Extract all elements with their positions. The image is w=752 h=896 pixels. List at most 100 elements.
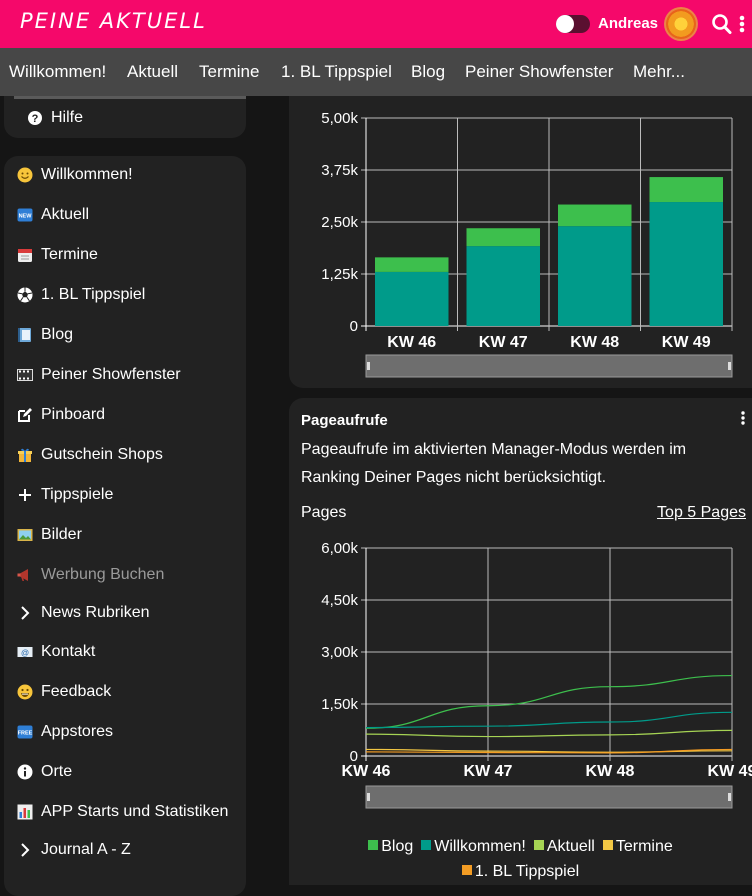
- nav-item-aktuell[interactable]: Aktuell: [127, 62, 179, 81]
- manager-mode-toggle[interactable]: [556, 15, 590, 33]
- nav-item-showfenster[interactable]: Peiner Showfenster: [465, 62, 614, 81]
- nav-item-blog[interactable]: Blog: [411, 62, 446, 81]
- svg-text:NEW: NEW: [19, 214, 33, 220]
- sidebar-item-label: Werbung Buchen: [41, 566, 165, 583]
- megaphone-icon: [16, 566, 34, 584]
- sidebar-item-aktuell[interactable]: NEW Aktuell: [16, 206, 89, 224]
- help-icon: ?: [26, 109, 44, 127]
- sidebar-item-journal[interactable]: Journal A - Z: [16, 841, 131, 859]
- soccer-ball-icon: [16, 286, 34, 304]
- card-description: Pageaufrufe im aktivierten Manager-Modus…: [301, 441, 687, 486]
- legend-label: Willkommen!: [434, 838, 526, 855]
- pages-label: Pages: [301, 504, 347, 521]
- nav-item-termine[interactable]: Termine: [199, 62, 260, 81]
- sidebar-item-bilder[interactable]: Bilder: [16, 526, 82, 544]
- pageaufrufe-card: Pageaufrufe Pageaufrufe im aktivierten M…: [289, 398, 752, 885]
- line-chart: 0 1,50k 3,00k 4,50k 6,00k KW 46 KW 47 KW 48 KW 4…: [321, 540, 752, 809]
- grin-icon: [16, 683, 34, 701]
- sidebar-item-termine[interactable]: Termine: [16, 246, 98, 264]
- legend-swatch: [461, 865, 472, 875]
- legend-item[interactable]: Termine: [602, 834, 673, 859]
- series-line: [365, 674, 733, 729]
- y-tick-label: 6,00k: [321, 540, 358, 557]
- sidebar-item-label: Feedback: [41, 683, 112, 700]
- sidebar-item-label: Blog: [41, 326, 74, 343]
- sidebar-item-appstores[interactable]: FREE Appstores: [16, 723, 113, 741]
- sidebar-item-tippspiel[interactable]: 1. BL Tippspiel: [16, 286, 145, 304]
- bar-chart: 0 1,25k 2,50k 3,75k 5,00k KW 46 KW 47 KW 48 KW 4…: [321, 110, 733, 378]
- sidebar-item-statistiken[interactable]: APP Starts und Statistiken: [16, 803, 228, 821]
- sidebar-item-help[interactable]: ? Hilfe: [26, 109, 83, 127]
- sidebar-help-panel: ? Hilfe: [4, 96, 246, 138]
- sidebar-item-label: Willkommen!: [41, 166, 133, 183]
- legend-label: Termine: [615, 838, 673, 855]
- y-tick-label: 1,25k: [321, 266, 358, 283]
- x-tick-label: KW 48: [570, 334, 619, 351]
- y-tick-label: 0: [350, 748, 358, 765]
- sidebar-item-werbung[interactable]: Werbung Buchen: [16, 566, 164, 584]
- sidebar-item-label: Orte: [41, 763, 73, 780]
- legend-item[interactable]: Willkommen!: [421, 834, 526, 859]
- scrollbar-handle-left: [367, 362, 370, 370]
- edit-icon: [16, 406, 34, 424]
- top5-pages-link[interactable]: Top 5 Pages: [657, 504, 746, 521]
- nav-item-willkommen[interactable]: Willkommen!: [9, 62, 107, 81]
- more-vertical-icon[interactable]: [737, 12, 747, 36]
- chevron-right-icon: [16, 604, 34, 622]
- gift-icon: [16, 446, 34, 464]
- sidebar-menu: Willkommen! NEW Aktuell Termine 1. BL Ti…: [4, 156, 246, 896]
- sidebar-item-gutschein[interactable]: Gutschein Shops: [16, 446, 163, 464]
- notebook-icon: [16, 326, 34, 344]
- toggle-knob: [556, 15, 574, 33]
- plus-icon: [16, 486, 34, 504]
- sidebar-item-pinboard[interactable]: Pinboard: [16, 406, 105, 424]
- series-line: [365, 748, 733, 754]
- svg-text:FREE: FREE: [18, 731, 33, 737]
- more-vertical-icon[interactable]: [740, 410, 746, 431]
- legend-label: 1. BL Tippspiel: [474, 863, 580, 880]
- email-icon: @: [16, 643, 34, 661]
- sidebar-item-showfenster[interactable]: Peiner Showfenster: [16, 366, 181, 384]
- nav-item-tippspiel[interactable]: 1. BL Tippspiel: [281, 62, 392, 81]
- sidebar-item-news-rubriken[interactable]: News Rubriken: [16, 604, 149, 622]
- legend-label: Blog: [381, 838, 414, 855]
- brand-title[interactable]: PEINE AKTUELL: [20, 9, 207, 33]
- sidebar-item-orte[interactable]: Orte: [16, 763, 72, 781]
- scrollbar-handle-right: [728, 793, 731, 801]
- sidebar-item-willkommen[interactable]: Willkommen!: [16, 166, 133, 184]
- legend-item[interactable]: Blog: [368, 834, 413, 859]
- y-tick-label: 0: [350, 318, 358, 335]
- y-tick-label: 1,50k: [321, 696, 358, 713]
- sidebar-item-kontakt[interactable]: @ Kontakt: [16, 643, 95, 661]
- user-name[interactable]: Andreas: [598, 15, 659, 32]
- info-icon: [16, 763, 34, 781]
- legend-item[interactable]: Aktuell: [533, 834, 595, 859]
- sidebar-item-feedback[interactable]: Feedback: [16, 683, 111, 701]
- nav-item-mehr[interactable]: Mehr...: [633, 62, 685, 81]
- bar-chart-icon: [16, 803, 34, 821]
- y-tick-label: 5,00k: [321, 110, 358, 127]
- picture-icon: [16, 526, 34, 544]
- y-tick-label: 2,50k: [321, 214, 358, 231]
- scrollbar-track[interactable]: [365, 354, 733, 378]
- bar-segment: [558, 226, 632, 326]
- legend-item[interactable]: 1. BL Tippspiel: [461, 859, 580, 884]
- sidebar-item-blog[interactable]: Blog: [16, 326, 73, 344]
- legend-swatch: [368, 840, 379, 850]
- chart-legend: Blog Willkommen! Aktuell Termine 1. BL Tipps…: [289, 834, 752, 884]
- x-tick-label: KW 47: [464, 763, 513, 780]
- scrollbar-track[interactable]: [365, 785, 733, 809]
- sidebar-item-label: Peiner Showfenster: [41, 366, 181, 383]
- sidebar-item-tippspiele[interactable]: Tippspiele: [16, 486, 113, 504]
- top-app-bar: PEINE AKTUELL Andreas: [0, 0, 752, 48]
- bar-segment: [466, 228, 540, 247]
- divider: [14, 96, 246, 99]
- sidebar-item-label: Appstores: [41, 723, 114, 740]
- calendar-icon: [16, 246, 34, 264]
- series-line: [365, 729, 733, 738]
- chevron-right-icon: [16, 841, 34, 859]
- avatar[interactable]: [664, 7, 698, 41]
- search-icon[interactable]: [711, 12, 733, 36]
- bar-segment: [375, 257, 449, 272]
- card-title: Pageaufrufe: [301, 412, 388, 429]
